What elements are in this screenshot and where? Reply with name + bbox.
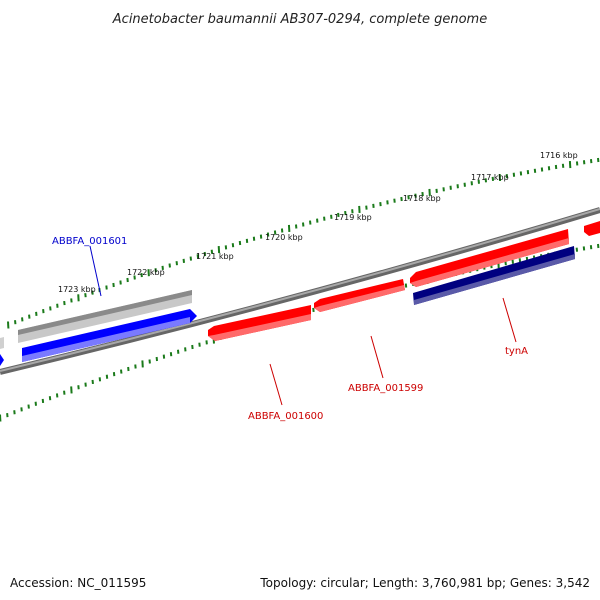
tick-label-1723: 1723 kbp — [58, 285, 96, 294]
gene-label-abbfa-001599[interactable]: ABBFA_001599 — [348, 383, 423, 394]
tick-labels: 1716 kbp 1717 kbp 1718 kbp 1719 kbp 1720… — [58, 151, 578, 294]
gene-feature-abbfa-001600[interactable] — [208, 305, 311, 341]
gene-label-leaders — [89, 245, 517, 406]
tick-label-1722: 1722 kbp — [127, 268, 165, 277]
gene-feature-partial-left-grey[interactable] — [0, 337, 4, 349]
gene-label-abbfa-001600[interactable]: ABBFA_001600 — [248, 411, 323, 422]
gene-feature-tyna[interactable] — [410, 229, 569, 287]
gene-label-tyna[interactable]: tynA — [505, 346, 528, 357]
gene-labels: ABBFA_001601 ABBFA_001600 ABBFA_001599 t… — [52, 236, 528, 422]
footer-accession: Accession: NC_011595 — [10, 576, 146, 590]
gene-feature-navy[interactable] — [413, 246, 575, 305]
gene-feature-partial-right[interactable] — [584, 221, 600, 236]
tick-label-1716: 1716 kbp — [540, 151, 578, 160]
footer-summary: Topology: circular; Length: 3,760,981 bp… — [259, 576, 590, 590]
gene-label-abbfa-001601[interactable]: ABBFA_001601 — [52, 236, 127, 247]
gene-feature-abbfa-001599[interactable] — [314, 279, 405, 312]
tick-label-1717: 1717 kbp — [471, 173, 509, 182]
genome-backbone — [0, 207, 600, 375]
gene-feature-partial-left[interactable] — [0, 354, 4, 366]
map-title: Acinetobacter baumannii AB307-0294, comp… — [112, 12, 487, 27]
gene-features — [0, 221, 600, 366]
tick-label-1721: 1721 kbp — [196, 252, 234, 261]
tick-label-1719: 1719 kbp — [334, 213, 372, 222]
gene-feature-abbfa-001601[interactable] — [22, 309, 197, 362]
gene-feature-neutral[interactable] — [18, 290, 192, 343]
tick-label-1720: 1720 kbp — [265, 233, 303, 242]
tick-label-1718: 1718 kbp — [403, 194, 441, 203]
outer-tick-track — [7, 157, 600, 329]
